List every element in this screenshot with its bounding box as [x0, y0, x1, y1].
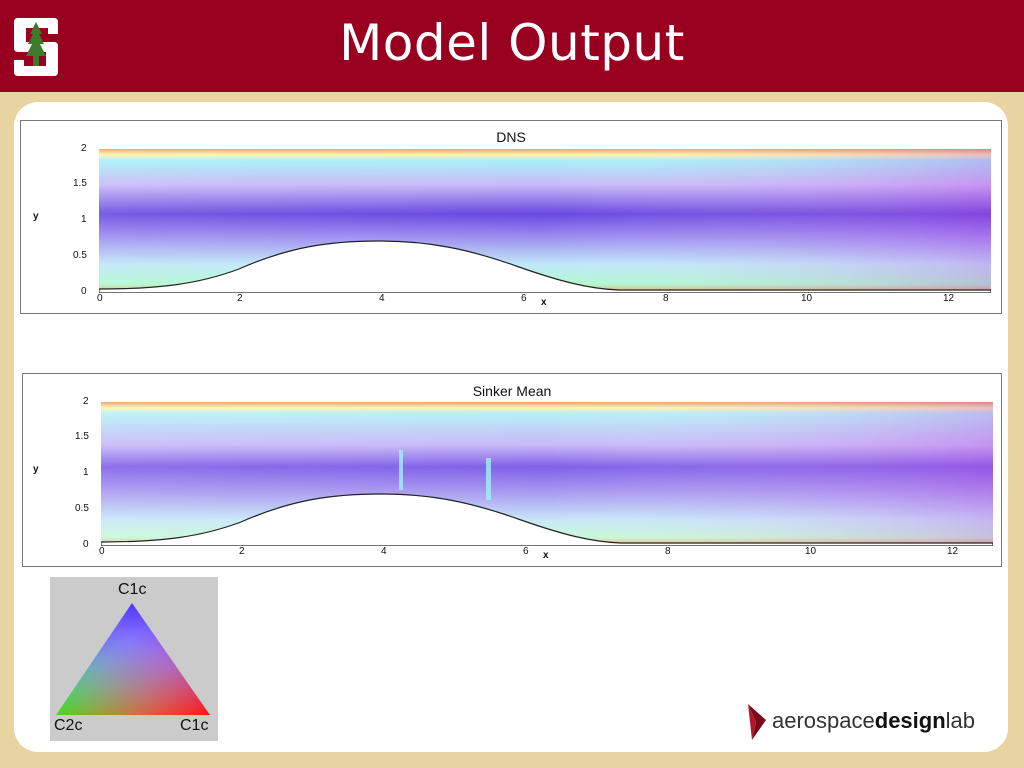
legend-label-bottom-left: C2c [54, 717, 83, 734]
lab-name-bold: design [874, 708, 946, 733]
y-tick: 1.5 [73, 178, 87, 189]
aerospace-design-lab-logo: aerospacedesignlab [746, 700, 986, 744]
legend-label-bottom-right: C1c [180, 717, 209, 734]
sinker-mean-contour-field [101, 402, 993, 546]
x-axis-label: x [541, 297, 547, 308]
y-tick: 0.5 [73, 250, 87, 261]
lab-name-part: lab [945, 708, 976, 733]
x-tick: 4 [379, 293, 385, 304]
y-tick: 1.5 [75, 431, 89, 442]
x-tick: 0 [99, 546, 105, 557]
y-tick: 1 [83, 467, 89, 478]
lab-name: aerospacedesignlab [772, 708, 975, 734]
x-tick: 8 [665, 546, 671, 557]
legend-label-top: C1c [118, 581, 147, 598]
y-axis-label: y [33, 464, 39, 475]
x-tick: 8 [663, 293, 669, 304]
slide-title: Model Output [339, 14, 685, 72]
plot-title: Sinker Mean [472, 383, 552, 399]
y-tick: 2 [81, 143, 87, 154]
x-tick: 4 [381, 546, 387, 557]
y-axis-label: y [33, 211, 39, 222]
x-axis-label: x [543, 550, 549, 561]
x-tick: 6 [523, 546, 529, 557]
stanford-tree-logo-icon [14, 18, 58, 76]
y-tick: 2 [83, 396, 89, 407]
lab-name-part: aerospace [772, 708, 875, 733]
y-tick: 0.5 [75, 503, 89, 514]
color-triangle [56, 603, 210, 715]
x-tick: 10 [805, 546, 817, 557]
header-bar: Model Output [0, 0, 1024, 92]
x-tick: 0 [97, 293, 103, 304]
y-tick: 0 [81, 286, 87, 297]
barycentric-color-legend: C1c C2c C1c [50, 577, 218, 741]
x-tick: 2 [239, 546, 245, 557]
dns-contour-field [99, 149, 991, 293]
plot-title: DNS [496, 129, 526, 145]
x-tick: 12 [947, 546, 959, 557]
sinker-mean-plot: Sinker Mean 2 1.5 [22, 373, 1002, 567]
x-tick: 10 [801, 293, 813, 304]
x-tick: 2 [237, 293, 243, 304]
x-tick: 6 [521, 293, 527, 304]
y-tick: 0 [83, 539, 89, 550]
x-tick: 12 [943, 293, 955, 304]
dns-plot: DNS 2 1.5 1 0.5 0 y [20, 120, 1002, 314]
aerospace-design-lab-arrow-icon [748, 704, 766, 740]
y-tick: 1 [81, 214, 87, 225]
